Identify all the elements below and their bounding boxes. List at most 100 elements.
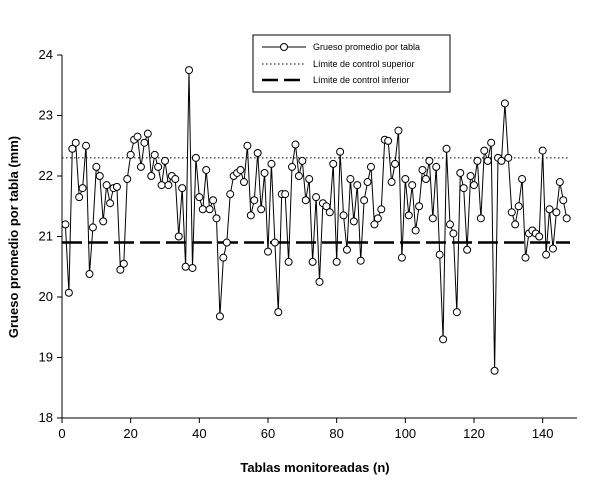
data-point — [470, 181, 478, 190]
data-point — [308, 257, 317, 266]
data-point — [346, 175, 355, 184]
data-point — [463, 245, 472, 254]
data-point — [425, 156, 434, 165]
data-point — [260, 168, 269, 177]
data-point — [188, 263, 197, 272]
data-point — [88, 223, 97, 232]
data-point — [143, 129, 152, 138]
data-point — [391, 159, 400, 168]
data-point — [202, 165, 211, 174]
data-point — [490, 366, 499, 375]
data-point — [542, 250, 551, 259]
data-point — [64, 288, 73, 297]
data-point — [545, 205, 554, 214]
data-point — [133, 132, 142, 141]
y-tick-label: 23 — [39, 108, 53, 123]
data-point — [281, 190, 290, 199]
data-point — [421, 175, 430, 184]
data-point — [397, 253, 406, 262]
data-point — [535, 232, 544, 241]
data-point — [442, 144, 451, 153]
series-line — [64, 70, 568, 371]
data-point — [294, 172, 303, 180]
data-point — [288, 162, 297, 171]
x-tick-label: 80 — [329, 426, 343, 441]
data-point — [329, 159, 338, 168]
data-point — [140, 138, 149, 147]
data-point — [267, 159, 276, 168]
data-point — [411, 226, 420, 235]
data-point — [61, 220, 70, 229]
data-point — [112, 182, 121, 191]
data-point — [360, 196, 369, 205]
data-point — [270, 238, 279, 247]
data-point — [432, 162, 441, 171]
data-point — [205, 205, 214, 214]
data-point — [356, 256, 365, 265]
y-tick-label: 24 — [39, 47, 53, 62]
data-point — [370, 220, 379, 229]
data-point — [394, 126, 403, 135]
data-point — [377, 205, 386, 214]
data-point — [198, 205, 207, 214]
data-point — [452, 308, 461, 317]
data-point — [171, 175, 180, 184]
data-point — [466, 172, 475, 180]
data-point — [373, 214, 382, 223]
data-point — [174, 232, 183, 241]
data-point — [408, 181, 417, 190]
data-point — [215, 312, 224, 321]
data-point — [322, 202, 331, 211]
data-point — [387, 178, 396, 187]
data-point — [301, 196, 310, 205]
data-point — [435, 250, 444, 259]
data-point — [212, 214, 221, 223]
data-point — [106, 199, 115, 208]
data-point — [363, 178, 372, 187]
data-point — [404, 211, 413, 220]
data-point — [415, 202, 424, 211]
data-point — [456, 168, 465, 177]
data-point — [483, 156, 492, 165]
data-point — [349, 217, 358, 226]
data-point — [75, 193, 84, 202]
data-point — [82, 141, 91, 150]
data-point — [353, 181, 362, 190]
data-point — [178, 184, 187, 193]
data-point — [552, 208, 561, 217]
data-point — [257, 205, 266, 214]
control-limits — [62, 157, 570, 244]
data-point — [480, 146, 489, 155]
data-point — [507, 208, 516, 217]
y-axis-label: Grueso promedio por tabla (mm) — [6, 136, 21, 338]
data-point — [209, 196, 218, 205]
data-point — [95, 172, 104, 180]
data-point — [68, 144, 77, 153]
data-point — [518, 175, 527, 184]
data-point — [449, 229, 458, 238]
data-point — [157, 181, 166, 190]
data-point — [548, 244, 557, 253]
data-point — [291, 140, 300, 149]
data-point — [555, 178, 564, 187]
data-point — [126, 150, 135, 159]
data-point — [284, 257, 293, 266]
data-point — [336, 147, 345, 156]
data-point — [222, 238, 231, 247]
data-point — [511, 220, 520, 229]
data-point — [236, 165, 245, 174]
data-point — [246, 211, 255, 220]
data-point — [445, 220, 454, 229]
data-point — [250, 196, 259, 205]
data-point — [476, 214, 485, 223]
legend-marker-circle — [280, 43, 288, 51]
y-tick-label: 20 — [39, 289, 53, 304]
data-point — [332, 257, 341, 266]
data-point — [342, 245, 351, 254]
data-point — [521, 253, 530, 262]
data-point — [514, 202, 523, 211]
data-point — [418, 165, 427, 174]
data-point — [226, 190, 235, 199]
data-point — [500, 99, 509, 108]
